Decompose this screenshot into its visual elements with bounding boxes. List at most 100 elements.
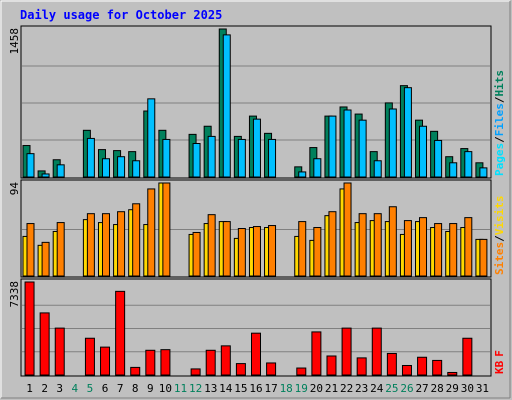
bar-kb-f-day-8	[130, 366, 141, 376]
legend-kbytes: KB F	[493, 350, 506, 374]
x-label-day-28: 28	[431, 382, 444, 395]
bar-visits-day-13	[207, 214, 216, 277]
bar-visits-day-3	[56, 222, 65, 277]
x-label-day-14: 14	[219, 382, 233, 395]
bar-files-day-20	[313, 158, 322, 178]
bar-files-day-2	[41, 173, 50, 178]
bar-visits-day-30	[464, 217, 473, 277]
legend-visits: Visits	[493, 196, 506, 236]
svg-text:Sites/Visits: Sites/Visits	[493, 196, 506, 276]
bar-kb-f-day-7	[115, 290, 126, 376]
bar-kb-f-day-10	[160, 349, 171, 376]
bar-files-day-13	[207, 135, 216, 178]
x-label-day-15: 15	[234, 382, 247, 395]
bar-visits-day-27	[419, 217, 428, 277]
bar-visits-day-20	[313, 227, 322, 277]
legend-sites-visits: Sites/Visits	[493, 196, 506, 276]
y-max-label-kbytes: 7338	[8, 281, 21, 308]
bar-visits-day-25	[388, 206, 397, 277]
x-label-day-20: 20	[310, 382, 323, 395]
bar-files-day-5	[86, 137, 95, 178]
bar-kb-f-day-21	[326, 355, 337, 376]
x-label-day-10: 10	[159, 382, 172, 395]
bar-kb-f-day-9	[145, 349, 156, 376]
x-label-day-29: 29	[446, 382, 459, 395]
x-label-day-27: 27	[415, 382, 428, 395]
bar-files-day-3	[56, 164, 65, 178]
bar-visits-day-19	[298, 221, 307, 277]
bar-visits-day-24	[373, 213, 382, 277]
bar-kb-f-day-14	[220, 345, 231, 376]
x-label-day-19: 19	[295, 382, 308, 395]
bar-visits-day-28	[434, 223, 443, 277]
x-label-day-12: 12	[189, 382, 202, 395]
bar-visits-day-31	[479, 238, 488, 277]
bar-files-day-15	[237, 138, 246, 178]
bar-files-day-19	[298, 171, 307, 178]
bar-kb-f-day-25	[386, 352, 397, 376]
x-label-day-7: 7	[117, 382, 124, 395]
bar-files-day-30	[464, 151, 473, 178]
bar-visits-day-1	[26, 223, 35, 277]
legend-files: Files	[493, 103, 506, 136]
x-label-day-13: 13	[204, 382, 217, 395]
legend-separator: /	[493, 136, 506, 143]
bar-files-day-14	[222, 34, 231, 178]
x-label-day-22: 22	[340, 382, 353, 395]
bar-kb-f-day-29	[447, 371, 458, 376]
bar-files-day-12	[192, 143, 201, 178]
y-max-label-sites: 94	[8, 182, 21, 196]
bar-files-day-21	[328, 115, 337, 178]
bar-kb-f-day-27	[417, 356, 428, 376]
bar-visits-day-29	[449, 223, 458, 277]
bar-visits-day-12	[192, 231, 201, 277]
bar-visits-day-21	[328, 211, 337, 277]
x-label-day-31: 31	[476, 382, 489, 395]
bar-files-day-17	[268, 138, 277, 178]
legend-hits: Hits	[493, 70, 506, 97]
bars	[22, 28, 488, 376]
bar-files-day-24	[373, 160, 382, 178]
bar-files-day-27	[419, 125, 428, 178]
x-label-day-2: 2	[41, 382, 48, 395]
bar-kb-f-day-24	[371, 327, 382, 376]
bar-visits-day-5	[86, 213, 95, 277]
bar-kb-f-day-1	[24, 281, 35, 376]
x-label-day-5: 5	[87, 382, 94, 395]
bar-visits-day-26	[403, 220, 412, 277]
bar-kb-f-day-22	[341, 327, 352, 376]
x-label-day-18: 18	[280, 382, 293, 395]
x-axis-labels: 1 2 3 4 5 6 7 8 9 10 11 12 13 14 15 16 17 18 19 20 21 22 23 24 2…	[26, 382, 489, 395]
x-label-day-1: 1	[26, 382, 33, 395]
legend-f: F	[493, 350, 506, 357]
bar-visits-day-23	[358, 213, 367, 277]
x-label-day-4: 4	[72, 382, 79, 395]
x-label-day-23: 23	[355, 382, 368, 395]
bar-kb-f-day-6	[100, 346, 111, 376]
bar-visits-day-7	[117, 211, 126, 277]
bar-files-day-16	[252, 118, 261, 178]
bar-visits-day-6	[101, 213, 110, 277]
bar-kb-f-day-13	[205, 349, 216, 376]
bar-kb-f-day-30	[462, 337, 473, 376]
bar-visits-day-17	[268, 225, 277, 277]
x-label-day-16: 16	[249, 382, 262, 395]
bar-kb-f-day-28	[432, 359, 443, 376]
bar-files-day-9	[147, 98, 156, 178]
x-label-day-11: 11	[174, 382, 187, 395]
bar-files-day-28	[434, 139, 443, 178]
x-label-day-26: 26	[400, 382, 413, 395]
bar-files-day-26	[403, 87, 412, 178]
bar-visits-day-2	[41, 241, 50, 277]
bar-visits-day-14	[222, 221, 231, 277]
chart-title: Daily usage for October 2025	[20, 8, 222, 22]
bar-files-day-31	[479, 167, 488, 178]
x-label-day-17: 17	[264, 382, 277, 395]
bar-kb-f-day-5	[84, 337, 95, 376]
bar-files-day-22	[343, 109, 352, 178]
bar-files-day-1	[26, 153, 35, 178]
bar-visits-day-15	[237, 228, 246, 277]
bar-kb-f-day-15	[235, 363, 246, 376]
x-label-day-24: 24	[370, 382, 384, 395]
